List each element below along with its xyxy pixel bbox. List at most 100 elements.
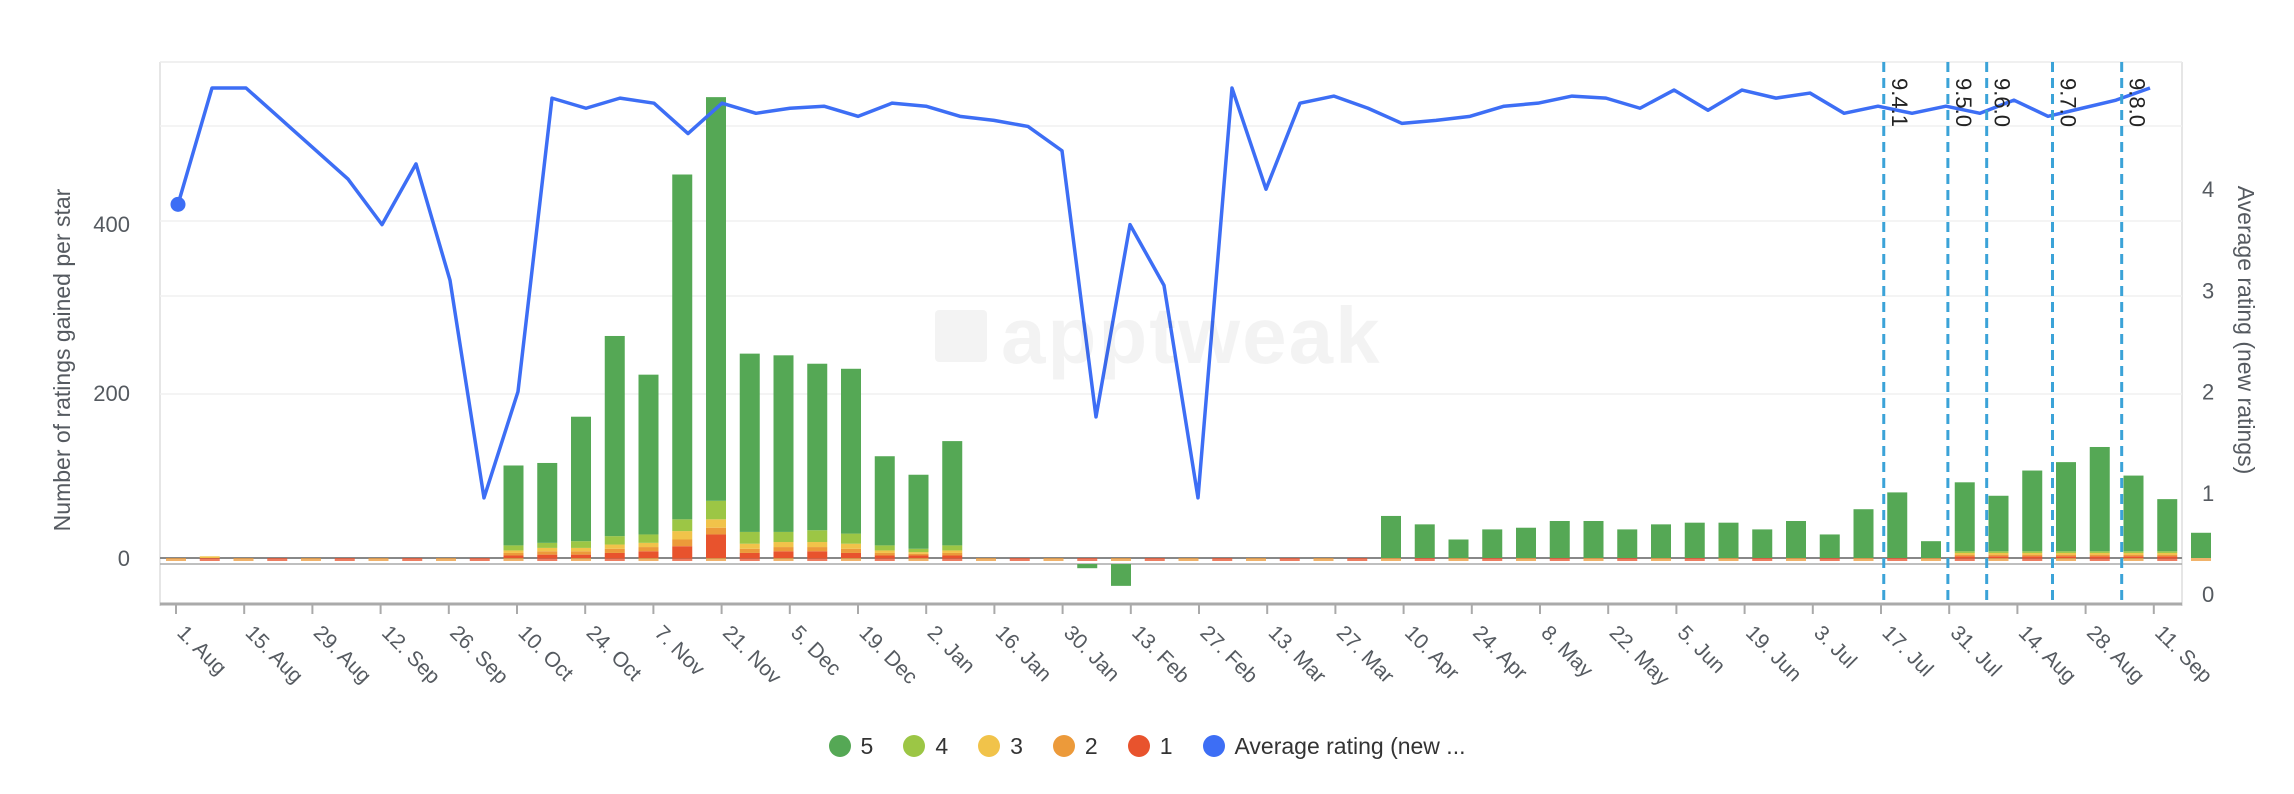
bar-stub — [1077, 558, 1098, 561]
x-tick-label: 14. Aug — [2014, 621, 2081, 688]
bar-2-star — [908, 553, 929, 556]
legend-item[interactable]: 3 — [978, 733, 1023, 760]
bar-4-star — [908, 548, 929, 553]
bar-1-star — [2157, 556, 2178, 558]
bar-5-star — [2191, 532, 2211, 558]
bar-3-star — [773, 542, 794, 548]
x-tick-label: 7. Nov — [650, 621, 710, 681]
bar-stub — [2123, 558, 2144, 561]
bar-5-star — [503, 465, 524, 546]
bar-stub — [2089, 558, 2110, 561]
bar-stub — [166, 558, 186, 561]
bar-stub — [1954, 558, 1975, 561]
bar-stub — [604, 558, 625, 561]
x-tick-label: 5. Dec — [786, 621, 845, 680]
x-tick-label: 19. Dec — [854, 621, 921, 688]
x-tick-label: 19. Jun — [1741, 621, 1806, 686]
bar-4-star — [571, 541, 591, 548]
bar-4-star — [537, 542, 558, 548]
x-tick-label: 17. Jul — [1877, 621, 1937, 681]
bar-1-star — [1988, 556, 2009, 558]
bar-2-star — [2056, 554, 2076, 557]
x-tick-label: 24. Apr — [1468, 621, 1531, 684]
bar-3-star — [908, 552, 929, 554]
bar-4-star — [874, 545, 895, 551]
x-tick-label: 13. Feb — [1127, 621, 1194, 688]
legend-item[interactable]: 2 — [1052, 733, 1098, 760]
bar-3-star — [2157, 552, 2178, 555]
x-tick-label: 30. Jan — [1059, 621, 1124, 686]
bar-3-star — [874, 550, 895, 553]
bar-stub — [773, 558, 794, 561]
bar-3-star — [2056, 552, 2076, 555]
bar-1-star — [2089, 556, 2110, 558]
bar-stub — [1819, 558, 1840, 561]
release-marker-label: 9.8.0 — [2125, 78, 2150, 127]
bar-2-star — [638, 547, 659, 552]
line-start-point — [170, 196, 186, 212]
bar-5-star — [1549, 520, 1570, 558]
bar-stub — [1313, 558, 1334, 561]
bar-stub — [1448, 558, 1469, 561]
x-tick-label: 29. Aug — [309, 621, 376, 688]
x-tick-label: 27. Feb — [1195, 621, 1262, 688]
legend-item[interactable]: 5 — [828, 732, 874, 760]
y-right-axis-title: Average rating (new ratings) — [2233, 186, 2259, 475]
bar-2-star — [571, 551, 591, 555]
bar-1-star — [807, 551, 828, 558]
legend-color-dot-icon — [1052, 735, 1075, 757]
bar-4-star — [773, 531, 794, 543]
y-right-tick-label: 1 — [2202, 481, 2214, 506]
x-tick-label: 5. Jun — [1673, 621, 1730, 678]
bar-5-star — [1819, 534, 1840, 558]
bar-stub — [233, 558, 254, 561]
bar-1-star — [908, 555, 929, 558]
average-rating-line-group — [170, 86, 2151, 500]
legend-item[interactable]: Average rating (new ... — [1202, 733, 1465, 760]
x-tick-label: 16. Jan — [991, 621, 1056, 686]
y-left-axis-title: Number of ratings gained per star — [49, 188, 75, 531]
bar-5-star — [1988, 495, 2009, 552]
x-tick-label: 28. Aug — [2082, 621, 2149, 688]
legend-color-dot-icon — [1202, 735, 1225, 757]
bar-2-star — [773, 547, 794, 552]
legend-label: 5 — [860, 732, 874, 759]
bar-5-star — [942, 441, 963, 546]
legend-color-dot-icon — [903, 735, 926, 757]
bar-2-star — [1954, 554, 1975, 557]
bar-stub — [368, 558, 389, 561]
y-left-tick-label: 200 — [93, 381, 130, 406]
bar-3-star — [1954, 552, 1975, 555]
bar-1-star — [2022, 556, 2043, 558]
bar-stub — [1144, 558, 1165, 561]
bar-5-star — [2089, 446, 2110, 552]
bar-3-star — [841, 543, 861, 549]
bar-stub — [571, 558, 591, 561]
legend-item[interactable]: 4 — [903, 733, 948, 760]
x-tick-label: 12. Sep — [377, 621, 444, 688]
y-left-tick-label: 400 — [93, 212, 130, 237]
x-tick-label: 15. Aug — [241, 621, 308, 688]
bar-4-star — [2089, 551, 2110, 553]
release-marker-label: 9.5.0 — [1951, 78, 1976, 127]
bar-stub — [1347, 558, 1368, 561]
legend-label: 1 — [1159, 732, 1173, 759]
bar-1-star — [2123, 556, 2144, 558]
bar-5-star — [2056, 462, 2076, 552]
legend-color-dot-icon — [828, 735, 851, 757]
bar-stub — [2157, 558, 2178, 561]
bar-5-star — [638, 374, 659, 535]
legend-label: 3 — [1010, 732, 1023, 759]
bar-1-star — [739, 552, 760, 558]
legend-color-dot-icon — [1127, 735, 1150, 757]
bar-stub — [402, 558, 423, 561]
legend-item[interactable]: 1 — [1127, 732, 1173, 760]
x-tick-label: 27. Mar — [1332, 621, 1399, 688]
bar-stub — [1009, 558, 1030, 561]
bar-stub — [334, 558, 355, 561]
x-tick-label: 10. Apr — [1400, 621, 1463, 684]
bar-3-star — [537, 547, 558, 552]
bar-stub — [1583, 558, 1604, 561]
bar-stub — [841, 558, 861, 561]
